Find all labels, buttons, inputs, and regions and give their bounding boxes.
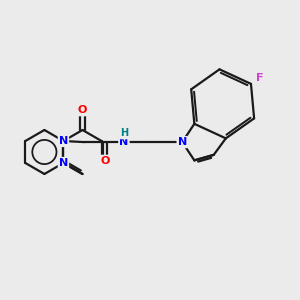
Text: N: N <box>59 158 68 168</box>
Text: O: O <box>78 105 87 115</box>
Text: N: N <box>59 136 68 146</box>
Text: N: N <box>119 137 129 147</box>
Text: O: O <box>100 156 110 166</box>
Text: F: F <box>256 73 264 82</box>
Text: N: N <box>178 137 187 147</box>
Text: H: H <box>120 128 128 138</box>
